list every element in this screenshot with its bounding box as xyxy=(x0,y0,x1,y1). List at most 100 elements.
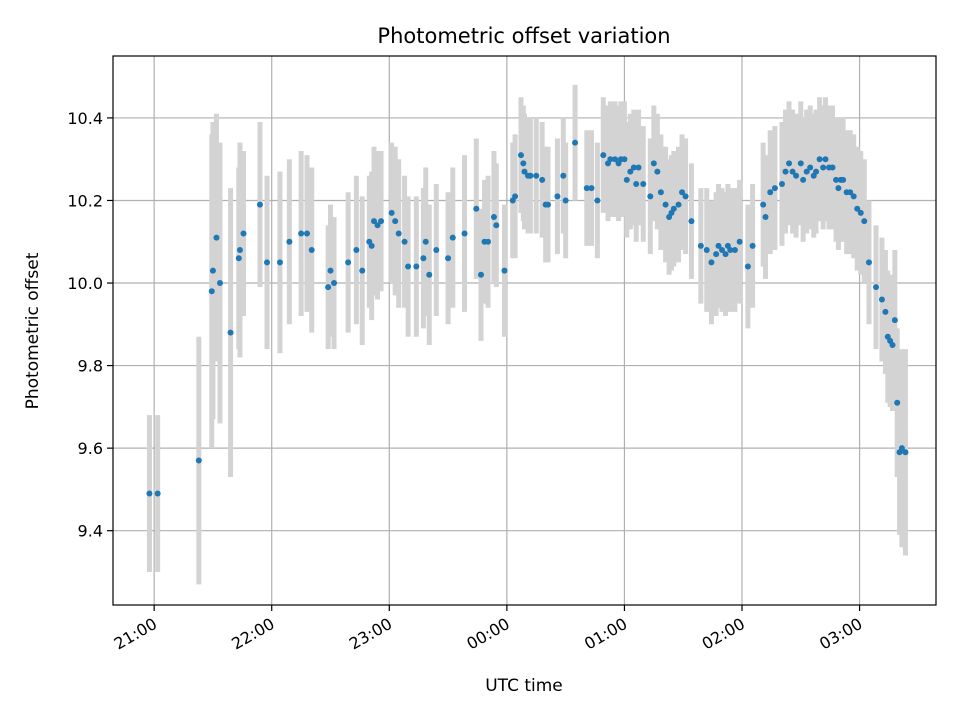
data-point xyxy=(822,156,829,163)
data-point xyxy=(670,205,677,212)
data-point xyxy=(898,445,905,452)
plot-frame xyxy=(112,55,937,606)
data-point xyxy=(461,230,468,237)
data-point xyxy=(236,247,243,254)
y-tick-label: 10.0 xyxy=(67,274,103,293)
data-point xyxy=(308,247,315,254)
x-tick-label: 01:00 xyxy=(581,614,630,654)
chart-title: Photometric offset variation xyxy=(377,24,670,48)
data-point xyxy=(264,259,271,266)
data-point xyxy=(727,247,734,254)
data-point xyxy=(345,259,352,266)
data-point xyxy=(392,218,399,225)
data-point xyxy=(227,329,234,336)
data-point xyxy=(433,247,440,254)
data-point xyxy=(786,160,793,167)
data-point xyxy=(891,317,898,324)
data-point xyxy=(422,238,429,245)
data-point xyxy=(633,180,640,187)
data-point xyxy=(789,168,796,175)
data-point xyxy=(512,193,519,200)
data-point xyxy=(359,267,366,274)
data-point xyxy=(195,457,202,464)
data-point xyxy=(368,242,375,249)
data-point xyxy=(276,259,283,266)
data-point xyxy=(679,189,686,196)
data-point xyxy=(820,164,827,171)
data-point xyxy=(816,156,823,163)
data-point xyxy=(607,156,614,163)
data-point xyxy=(426,271,433,278)
data-point xyxy=(554,193,561,200)
x-axis-ticks: 21:00 22:00 23:00 00:00 01:00 02:00 03:00 xyxy=(111,605,866,654)
data-point xyxy=(833,176,840,183)
data-point xyxy=(778,180,785,187)
data-point xyxy=(647,193,654,200)
data-point xyxy=(731,247,738,254)
data-point xyxy=(449,234,456,241)
data-point xyxy=(627,168,634,175)
data-point xyxy=(760,201,767,208)
data-point xyxy=(562,197,569,204)
data-point xyxy=(713,251,720,258)
data-point xyxy=(520,160,527,167)
data-point xyxy=(588,185,595,192)
data-point xyxy=(797,160,804,167)
data-point xyxy=(331,280,338,287)
data-point xyxy=(303,230,310,237)
data-point xyxy=(736,238,743,245)
data-point xyxy=(445,255,452,262)
y-tick-label: 9.8 xyxy=(78,357,103,376)
data-point xyxy=(803,168,810,175)
data-point xyxy=(371,218,378,225)
data-point xyxy=(889,341,896,348)
data-point xyxy=(697,242,704,249)
data-point xyxy=(861,218,868,225)
error-bars xyxy=(146,84,908,585)
data-point xyxy=(527,172,534,179)
data-point xyxy=(878,296,885,303)
data-point xyxy=(703,247,710,254)
data-point xyxy=(708,259,715,266)
data-point xyxy=(829,164,836,171)
data-point xyxy=(682,193,689,200)
data-point xyxy=(654,168,661,175)
data-point xyxy=(793,172,800,179)
data-point xyxy=(216,280,223,287)
y-axis-ticks: 9.4 9.6 9.8 10.0 10.2 10.4 xyxy=(67,109,113,541)
data-point xyxy=(623,176,630,183)
data-point xyxy=(493,222,500,229)
data-point xyxy=(353,247,360,254)
x-axis-label: UTC time xyxy=(485,676,563,696)
data-point xyxy=(208,288,215,295)
x-tick-label: 21:00 xyxy=(111,614,160,654)
data-point xyxy=(782,168,789,175)
data-point xyxy=(325,284,332,291)
data-point xyxy=(744,263,751,270)
data-point xyxy=(675,201,682,208)
data-point xyxy=(521,168,528,175)
data-point xyxy=(840,176,847,183)
data-point xyxy=(688,218,695,225)
data-points xyxy=(146,139,909,497)
data-point xyxy=(715,242,722,249)
data-point xyxy=(640,180,647,187)
data-point xyxy=(762,213,769,220)
data-point xyxy=(813,168,820,175)
data-point xyxy=(854,205,861,212)
data-point xyxy=(800,176,807,183)
data-point xyxy=(378,218,385,225)
data-point xyxy=(374,222,381,229)
data-point xyxy=(583,185,590,192)
y-axis-label: Photometric offset xyxy=(23,252,43,409)
data-point xyxy=(298,230,305,237)
x-tick-label: 02:00 xyxy=(699,614,748,654)
data-point xyxy=(545,201,552,208)
data-point xyxy=(650,160,657,167)
data-point xyxy=(256,201,263,208)
y-tick-label: 9.6 xyxy=(78,439,103,458)
data-point xyxy=(600,152,607,159)
data-point xyxy=(749,242,756,249)
data-point xyxy=(657,189,664,196)
data-point xyxy=(473,205,480,212)
